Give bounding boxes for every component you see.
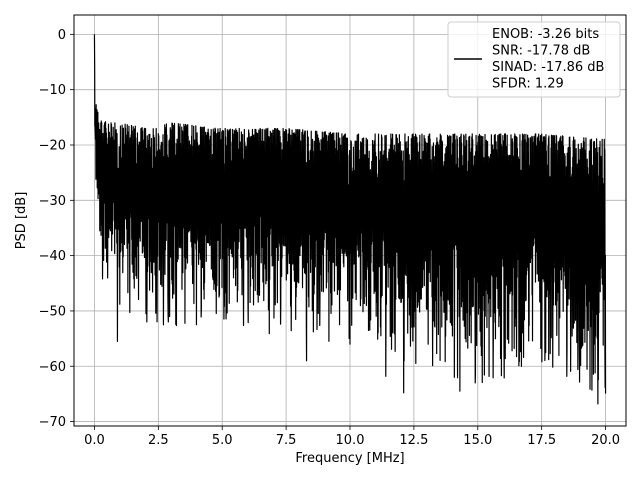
- x-tick-label: 17.5: [527, 433, 556, 448]
- x-tick-label: 5.0: [212, 433, 233, 448]
- x-axis-ticks: 0.0 2.5 5.0 7.5 10.0 12.5 15.0 17.5 20.0: [84, 426, 620, 448]
- legend-enob: ENOB: -3.26 bits: [492, 27, 599, 42]
- x-tick-label: 20.0: [591, 433, 620, 448]
- x-tick-label: 7.5: [276, 433, 297, 448]
- y-tick-label: −20: [39, 138, 66, 153]
- y-tick-label: 0: [58, 28, 66, 43]
- legend-snr: SNR: -17.78 dB: [492, 44, 590, 59]
- y-tick-label: −50: [39, 304, 66, 319]
- legend-sinad: SINAD: -17.86 dB: [492, 60, 604, 75]
- y-tick-label: −10: [39, 83, 66, 98]
- legend: ENOB: -3.26 bits SNR: -17.78 dB SINAD: -…: [447, 21, 621, 98]
- y-tick-label: −70: [39, 415, 66, 430]
- y-tick-label: −60: [39, 360, 66, 375]
- psd-line: [93, 34, 607, 405]
- x-axis-label: Frequency [MHz]: [295, 451, 404, 466]
- series-group: [93, 34, 607, 405]
- y-axis-label: PSD [dB]: [14, 192, 29, 250]
- legend-sfdr: SFDR: 1.29: [492, 77, 564, 92]
- x-tick-label: 2.5: [148, 433, 169, 448]
- x-tick-label: 10.0: [336, 433, 365, 448]
- x-tick-label: 0.0: [84, 433, 105, 448]
- y-axis-ticks: 0 −10 −20 −30 −40 −50 −60 −70: [39, 28, 74, 430]
- y-tick-label: −30: [39, 194, 66, 209]
- y-tick-label: −40: [39, 249, 66, 264]
- x-tick-label: 15.0: [463, 433, 492, 448]
- x-tick-label: 12.5: [399, 433, 428, 448]
- legend-box: [447, 21, 621, 98]
